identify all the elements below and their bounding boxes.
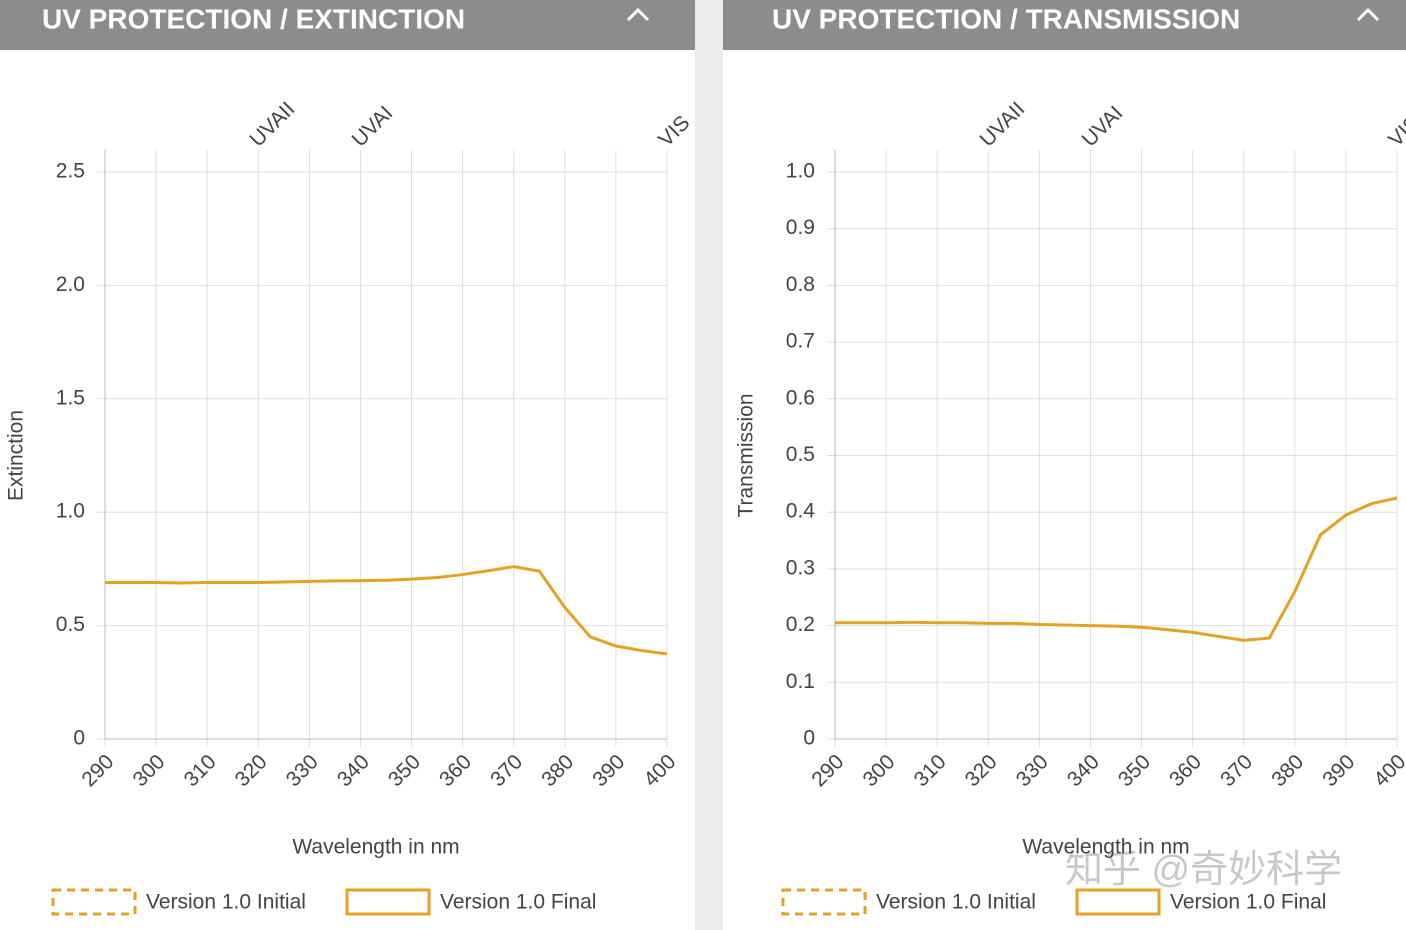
region-label: UVAII [975, 98, 1029, 152]
x-tick-label: 400 [1369, 750, 1406, 791]
x-tick-label: 290 [807, 750, 848, 791]
region-label: VIS [1384, 111, 1406, 151]
y-axis-title: Extinction [5, 410, 28, 501]
y-tick-label: 0.8 [786, 273, 815, 296]
x-axis-title: Wavelength in nm [1022, 836, 1189, 859]
y-tick-label: 1.5 [56, 386, 85, 409]
region-label: UVAI [1078, 102, 1128, 152]
x-axis-title: Wavelength in nm [292, 836, 459, 859]
panel-gap [695, 0, 723, 930]
y-tick-label: 0.4 [786, 500, 816, 523]
line-series [835, 496, 1398, 642]
y-tick-label: 0.2 [786, 613, 815, 636]
x-tick-label: 340 [333, 750, 374, 791]
x-tick-label: 320 [231, 750, 272, 791]
y-tick-label: 0 [803, 727, 815, 750]
y-tick-label: 1.0 [56, 500, 85, 523]
y-tick-label: 0.3 [786, 556, 815, 579]
legend-swatch [781, 888, 867, 916]
x-tick-label: 330 [282, 750, 323, 791]
y-tick-label: 1.0 [786, 160, 815, 183]
panel-header [723, 0, 1406, 50]
y-tick-label: 0.1 [786, 670, 815, 693]
x-tick-label: 390 [588, 750, 629, 791]
y-tick-label: 0.6 [786, 386, 815, 409]
y-axis-title: Transmission [735, 393, 758, 517]
x-tick-label: 290 [77, 750, 118, 791]
collapse-icon[interactable] [626, 7, 650, 22]
x-tick-label: 360 [1165, 750, 1206, 791]
panel-title: UV PROTECTION / TRANSMISSION [772, 3, 1240, 34]
x-tick-label: 310 [180, 750, 221, 791]
x-tick-label: 390 [1318, 750, 1359, 791]
region-label: UVAI [348, 102, 398, 152]
panel-title: UV PROTECTION / EXTINCTION [42, 3, 465, 34]
x-tick-label: 360 [435, 750, 476, 791]
x-tick-label: 340 [1063, 750, 1104, 791]
x-tick-label: 370 [1216, 750, 1257, 791]
y-tick-label: 0.7 [786, 330, 815, 353]
y-tick-label: 2.5 [56, 160, 85, 183]
y-tick-label: 0 [73, 727, 85, 750]
x-tick-label: 300 [129, 750, 170, 791]
x-tick-label: 310 [910, 750, 951, 791]
x-tick-label: 380 [537, 750, 578, 791]
y-tick-label: 2.0 [56, 273, 85, 296]
y-tick-label: 0.5 [786, 443, 815, 466]
x-tick-label: 320 [961, 750, 1002, 791]
y-tick-label: 0.5 [56, 613, 85, 636]
x-tick-label: 350 [1114, 750, 1155, 791]
x-tick-label: 330 [1012, 750, 1053, 791]
x-tick-label: 400 [639, 750, 680, 791]
panel-header [0, 0, 695, 50]
collapse-icon[interactable] [1356, 7, 1380, 22]
watermark: 知乎 @奇妙科学 [1065, 849, 1342, 891]
region-label: UVAII [245, 98, 299, 152]
legend-swatch [51, 888, 137, 916]
x-tick-label: 300 [859, 750, 900, 791]
x-tick-label: 380 [1267, 750, 1308, 791]
region-label: VIS [654, 111, 694, 151]
line-series [105, 565, 668, 656]
legend-label: Version 1.0 Final [440, 891, 596, 914]
x-tick-label: 370 [486, 750, 527, 791]
legend-swatch [345, 888, 431, 916]
x-tick-label: 350 [384, 750, 425, 791]
y-tick-label: 0.9 [786, 216, 815, 239]
legend-label: Version 1.0 Initial [146, 891, 306, 914]
legend-swatch [1075, 888, 1161, 916]
legend-label: Version 1.0 Initial [876, 891, 1036, 914]
legend-label: Version 1.0 Final [1170, 891, 1326, 914]
